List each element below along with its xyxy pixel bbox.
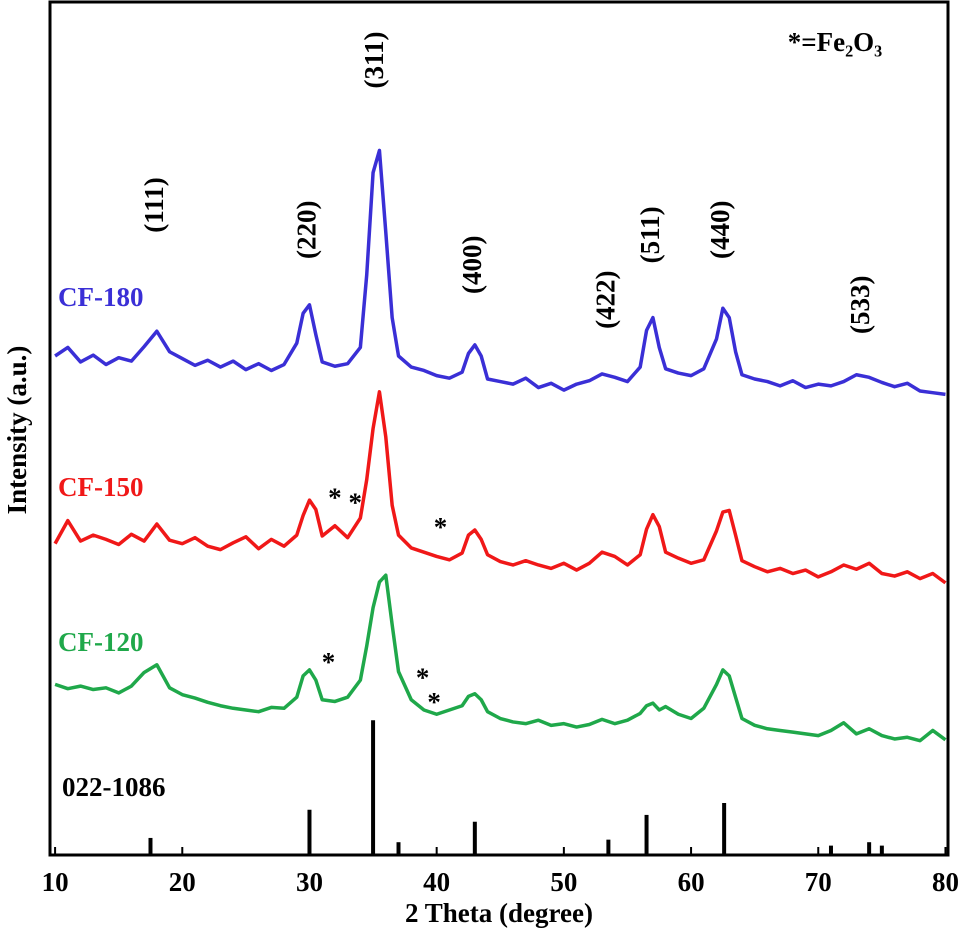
impurity-marker: * [416,662,430,692]
impurity-marker: * [349,487,363,517]
peak-label: (422) [591,270,621,328]
x-tick-label: 80 [932,867,959,897]
series-line [53,390,947,585]
peak-label: (400) [457,235,487,293]
x-tick-label: 20 [169,867,196,897]
series-label: CF-150 [58,472,143,502]
impurity-marker: * [434,512,448,542]
peak-label: (311) [359,32,389,89]
y-axis-label: Intensity (a.u.) [2,346,32,515]
x-tick-label: 40 [423,867,450,897]
plot-frame [48,0,950,857]
note: *=Fe₂O₃ [788,27,883,57]
peak-label: (220) [292,201,322,259]
x-tick-label: 60 [678,867,705,897]
x-tick-label: 30 [296,867,323,897]
impurity-marker: * [328,482,342,512]
x-tick-label: 70 [805,867,832,897]
peak-label: (511) [635,206,665,263]
series-label: CF-120 [58,627,143,657]
peak-label: (440) [705,201,735,259]
series-label: CF-180 [58,282,143,312]
peak-label: (111) [139,177,169,233]
impurity-marker: * [322,647,336,677]
reference-label: 022-1086 [62,772,166,802]
x-tick-label: 10 [42,867,69,897]
impurity-marker: * [427,687,441,717]
peak-label: (533) [845,276,875,334]
series-line [54,573,947,743]
series-line [54,148,946,397]
x-axis-label: 2 Theta (degree) [405,898,593,928]
x-tick-label: 50 [550,867,577,897]
